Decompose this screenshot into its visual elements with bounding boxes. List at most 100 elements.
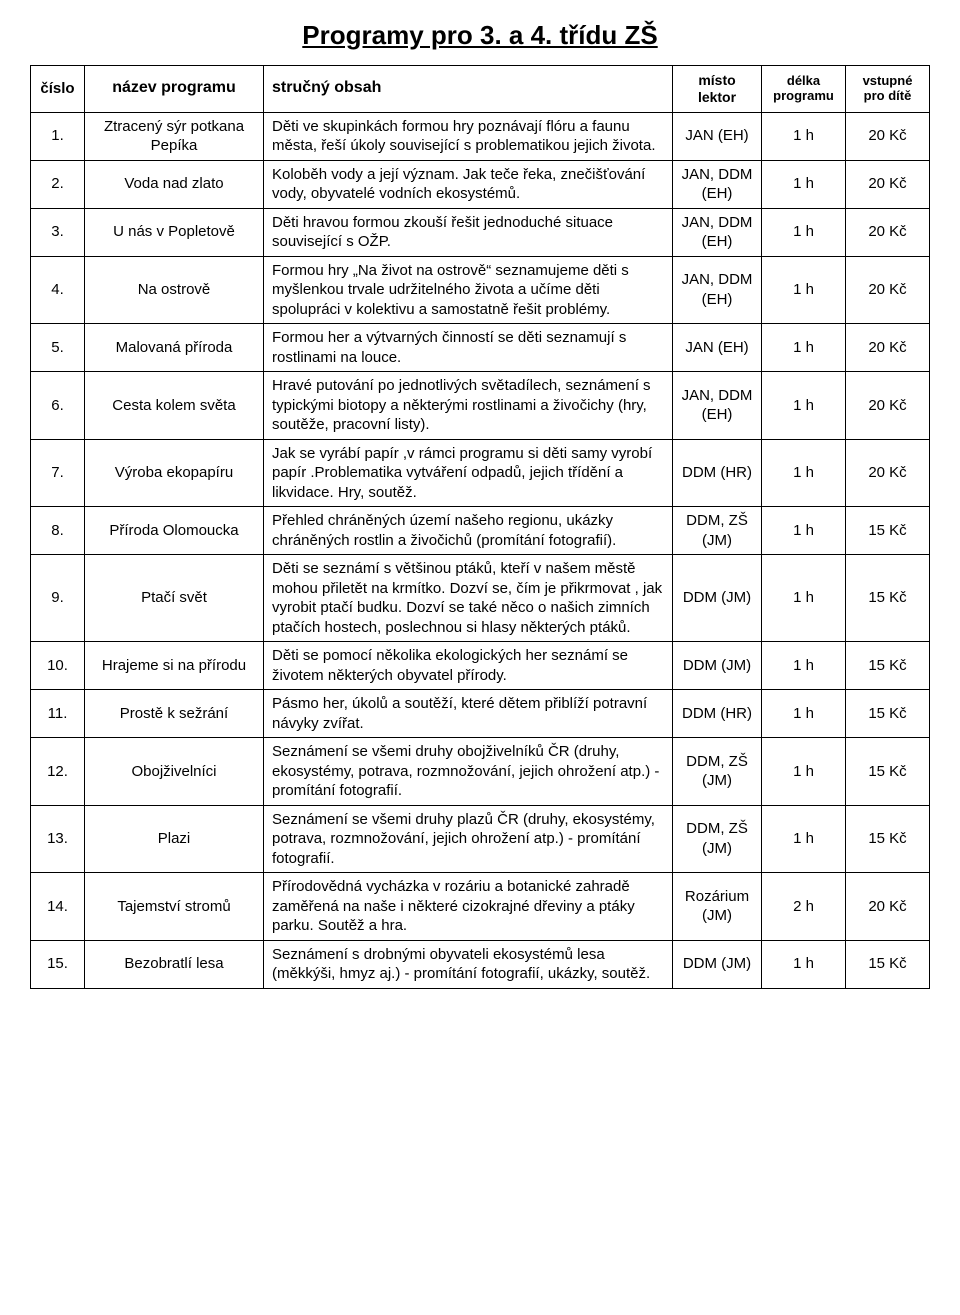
programs-table: číslo název programu stručný obsah místo… bbox=[30, 65, 930, 989]
cell-number: 10. bbox=[31, 642, 85, 690]
cell-price: 15 Kč bbox=[846, 642, 930, 690]
cell-name: Plazi bbox=[85, 805, 264, 873]
cell-duration: 1 h bbox=[762, 940, 846, 988]
cell-description: Formou her a výtvarných činností se děti… bbox=[264, 324, 673, 372]
cell-number: 15. bbox=[31, 940, 85, 988]
cell-description: Děti hravou formou zkouší řešit jednoduc… bbox=[264, 208, 673, 256]
header-duration: délka programu bbox=[762, 66, 846, 113]
cell-duration: 1 h bbox=[762, 805, 846, 873]
header-place: místo lektor bbox=[673, 66, 762, 113]
cell-place: DDM (HR) bbox=[673, 439, 762, 507]
cell-price: 20 Kč bbox=[846, 208, 930, 256]
cell-place: DDM (JM) bbox=[673, 940, 762, 988]
cell-description: Pásmo her, úkolů a soutěží, které dětem … bbox=[264, 690, 673, 738]
cell-name: Tajemství stromů bbox=[85, 873, 264, 941]
cell-duration: 1 h bbox=[762, 208, 846, 256]
cell-name: Cesta kolem světa bbox=[85, 372, 264, 440]
cell-description: Seznámení se všemi druhy plazů ČR (druhy… bbox=[264, 805, 673, 873]
cell-number: 4. bbox=[31, 256, 85, 324]
cell-number: 14. bbox=[31, 873, 85, 941]
cell-price: 15 Kč bbox=[846, 555, 930, 642]
table-row: 5.Malovaná přírodaFormou her a výtvarnýc… bbox=[31, 324, 930, 372]
cell-number: 11. bbox=[31, 690, 85, 738]
cell-duration: 1 h bbox=[762, 738, 846, 806]
cell-duration: 1 h bbox=[762, 160, 846, 208]
cell-place: JAN, DDM (EH) bbox=[673, 208, 762, 256]
cell-description: Přehled chráněných území našeho regionu,… bbox=[264, 507, 673, 555]
cell-description: Děti ve skupinkách formou hry poznávají … bbox=[264, 112, 673, 160]
page-title: Programy pro 3. a 4. třídu ZŠ bbox=[30, 20, 930, 51]
cell-price: 20 Kč bbox=[846, 873, 930, 941]
cell-name: Výroba ekopapíru bbox=[85, 439, 264, 507]
cell-price: 20 Kč bbox=[846, 160, 930, 208]
cell-description: Přírodovědná vycházka v rozáriu a botani… bbox=[264, 873, 673, 941]
cell-number: 7. bbox=[31, 439, 85, 507]
table-row: 12.ObojživelníciSeznámení se všemi druhy… bbox=[31, 738, 930, 806]
table-row: 14.Tajemství stromůPřírodovědná vycházka… bbox=[31, 873, 930, 941]
header-number: číslo bbox=[31, 66, 85, 113]
cell-number: 12. bbox=[31, 738, 85, 806]
cell-name: Příroda Olomoucka bbox=[85, 507, 264, 555]
table-row: 3.U nás v PopletověDěti hravou formou zk… bbox=[31, 208, 930, 256]
cell-duration: 1 h bbox=[762, 439, 846, 507]
cell-number: 5. bbox=[31, 324, 85, 372]
cell-place: JAN, DDM (EH) bbox=[673, 256, 762, 324]
cell-duration: 1 h bbox=[762, 642, 846, 690]
header-duration-line2: programu bbox=[766, 89, 841, 104]
cell-number: 3. bbox=[31, 208, 85, 256]
table-row: 11.Prostě k sežráníPásmo her, úkolů a so… bbox=[31, 690, 930, 738]
cell-place: JAN, DDM (EH) bbox=[673, 160, 762, 208]
header-name: název programu bbox=[85, 66, 264, 113]
cell-place: DDM, ZŠ (JM) bbox=[673, 805, 762, 873]
table-body: 1.Ztracený sýr potkana PepíkaDěti ve sku… bbox=[31, 112, 930, 988]
cell-description: Hravé putování po jednotlivých světadíle… bbox=[264, 372, 673, 440]
table-row: 2.Voda nad zlatoKoloběh vody a její význ… bbox=[31, 160, 930, 208]
cell-duration: 2 h bbox=[762, 873, 846, 941]
cell-number: 9. bbox=[31, 555, 85, 642]
header-description: stručný obsah bbox=[264, 66, 673, 113]
cell-place: DDM (JM) bbox=[673, 555, 762, 642]
table-row: 1.Ztracený sýr potkana PepíkaDěti ve sku… bbox=[31, 112, 930, 160]
cell-number: 2. bbox=[31, 160, 85, 208]
cell-price: 20 Kč bbox=[846, 256, 930, 324]
table-row: 10.Hrajeme si na příroduDěti se pomocí n… bbox=[31, 642, 930, 690]
cell-name: Voda nad zlato bbox=[85, 160, 264, 208]
cell-place: JAN (EH) bbox=[673, 112, 762, 160]
table-row: 6.Cesta kolem světaHravé putování po jed… bbox=[31, 372, 930, 440]
cell-description: Děti se seznámí s většinou ptáků, kteří … bbox=[264, 555, 673, 642]
cell-place: DDM, ZŠ (JM) bbox=[673, 507, 762, 555]
cell-name: Malovaná příroda bbox=[85, 324, 264, 372]
cell-price: 20 Kč bbox=[846, 372, 930, 440]
header-place-line1: místo bbox=[677, 72, 757, 89]
cell-description: Jak se vyrábí papír ,v rámci programu si… bbox=[264, 439, 673, 507]
cell-name: Ztracený sýr potkana Pepíka bbox=[85, 112, 264, 160]
cell-duration: 1 h bbox=[762, 690, 846, 738]
table-row: 15.Bezobratlí lesaSeznámení s drobnými o… bbox=[31, 940, 930, 988]
table-header-row: číslo název programu stručný obsah místo… bbox=[31, 66, 930, 113]
cell-number: 1. bbox=[31, 112, 85, 160]
cell-duration: 1 h bbox=[762, 372, 846, 440]
cell-price: 20 Kč bbox=[846, 324, 930, 372]
header-price: vstupné pro dítě bbox=[846, 66, 930, 113]
cell-place: JAN (EH) bbox=[673, 324, 762, 372]
cell-place: Rozárium (JM) bbox=[673, 873, 762, 941]
cell-description: Děti se pomocí několika ekologických her… bbox=[264, 642, 673, 690]
cell-duration: 1 h bbox=[762, 112, 846, 160]
cell-name: Ptačí svět bbox=[85, 555, 264, 642]
table-row: 4.Na ostrověFormou hry „Na život na ostr… bbox=[31, 256, 930, 324]
table-row: 9.Ptačí světDěti se seznámí s většinou p… bbox=[31, 555, 930, 642]
cell-duration: 1 h bbox=[762, 555, 846, 642]
cell-price: 15 Kč bbox=[846, 738, 930, 806]
cell-duration: 1 h bbox=[762, 324, 846, 372]
cell-name: Prostě k sežrání bbox=[85, 690, 264, 738]
cell-name: Hrajeme si na přírodu bbox=[85, 642, 264, 690]
cell-number: 13. bbox=[31, 805, 85, 873]
cell-name: Obojživelníci bbox=[85, 738, 264, 806]
cell-price: 15 Kč bbox=[846, 940, 930, 988]
cell-description: Formou hry „Na život na ostrově“ seznamu… bbox=[264, 256, 673, 324]
cell-name: Na ostrově bbox=[85, 256, 264, 324]
cell-duration: 1 h bbox=[762, 507, 846, 555]
table-row: 13.PlaziSeznámení se všemi druhy plazů Č… bbox=[31, 805, 930, 873]
cell-duration: 1 h bbox=[762, 256, 846, 324]
header-place-line2: lektor bbox=[677, 89, 757, 106]
